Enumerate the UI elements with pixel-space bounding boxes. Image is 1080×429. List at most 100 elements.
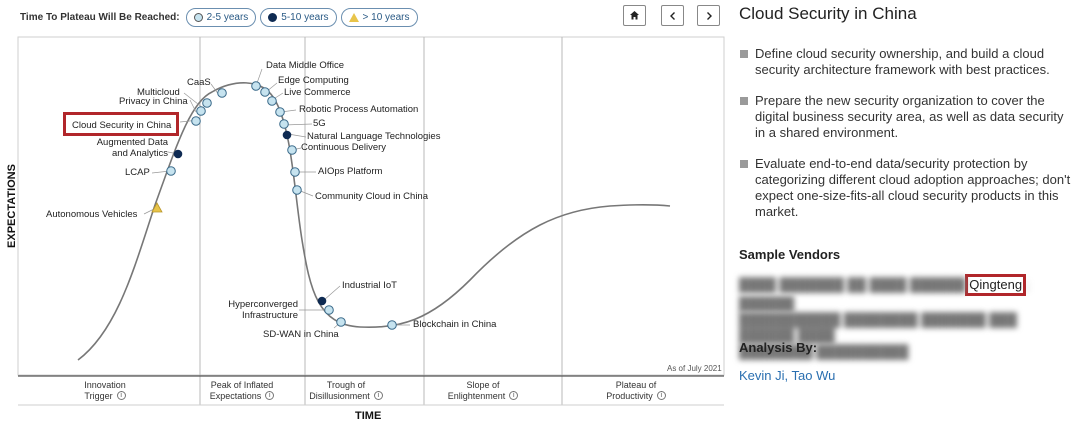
tech-label-sd-wan-in-china[interactable]: SD-WAN in China (263, 329, 339, 340)
phase-plateau-of-productivity[interactable]: Plateau of Productivity i (598, 380, 674, 402)
tech-label-augmented-data-and-analytics[interactable]: Augmented Data and Analytics (96, 137, 168, 159)
bullet-text: Define cloud security ownership, and bui… (755, 46, 1050, 77)
tech-label-caas[interactable]: CaaS (187, 77, 211, 88)
dark-markers (173, 130, 327, 306)
legend-label: 2-5 years (206, 11, 249, 23)
info-icon[interactable]: i (373, 391, 383, 400)
blurred-vendors: ████ ███████ ██ ████ ██████ (739, 277, 966, 292)
chevron-left-icon (669, 11, 675, 20)
blurred-vendors: ████████ ██████████ (739, 344, 909, 359)
vendor-qingteng: Qingteng (965, 274, 1027, 296)
highlight-box-cloud-security (63, 112, 179, 136)
tech-label-aiops-platform[interactable]: AIOps Platform (318, 166, 383, 177)
legend-5-10-years[interactable]: 5-10 years (260, 7, 337, 27)
legend-label: 5-10 years (281, 11, 329, 23)
legend-label: > 10 years (362, 11, 410, 23)
marker-privacy-in-china (196, 106, 206, 116)
marker-5g (279, 119, 289, 129)
marker-cloud-security-in-china (191, 116, 201, 126)
tech-label-live-commerce[interactable]: Live Commerce (284, 87, 351, 98)
info-icon[interactable]: i (265, 391, 275, 400)
bullet-text: Prepare the new security organization to… (755, 93, 1064, 140)
plot-frame (17, 36, 725, 376)
y-axis-label: EXPECTATIONS (6, 164, 18, 248)
phase-label: Trough of Disillusionment (309, 380, 370, 401)
marker-industrial-iot (317, 296, 327, 306)
dark-circle-icon (268, 12, 278, 22)
marker-lcap (166, 166, 176, 176)
info-icon[interactable]: i (509, 391, 519, 400)
home-icon (630, 11, 639, 20)
analyst-links[interactable]: Kevin Ji, Tao Wu (739, 368, 836, 383)
panel-title: Cloud Security in China (739, 4, 917, 23)
light-circle-icon (193, 12, 203, 22)
tech-label-community-cloud-in-china[interactable]: Community Cloud in China (315, 191, 428, 202)
plot-area (17, 36, 725, 406)
phase-peak-of-inflated-expectations[interactable]: Peak of Inflated Expectations i (200, 380, 284, 402)
bullet-square-icon (740, 97, 748, 105)
sample-vendors-heading: Sample Vendors (739, 247, 841, 262)
marker-live-commerce (267, 96, 277, 106)
marker-caas (217, 88, 227, 98)
analysis-by-heading: Analysis By: (739, 340, 818, 355)
bullet-square-icon (740, 160, 748, 168)
tech-label-natural-language-technologies[interactable]: Natural Language Technologies (307, 131, 441, 142)
list-item: Prepare the new security organization to… (739, 93, 1074, 141)
tech-label-cloud-security-in-china[interactable]: Cloud Security in China (72, 120, 172, 131)
tech-label-continuous-delivery[interactable]: Continuous Delivery (301, 142, 387, 153)
bullet-square-icon (740, 50, 748, 58)
tech-label-privacy-in-china[interactable]: Privacy in China (119, 96, 188, 107)
phase-slope-of-enlightenment[interactable]: Slope of Enlightenment i (446, 380, 520, 402)
legend-title: Time To Plateau Will Be Reached: (20, 11, 180, 23)
phase-label: Innovation Trigger (84, 380, 126, 401)
marker-robotic-process-automation (275, 107, 285, 117)
list-item: Define cloud security ownership, and bui… (739, 46, 1074, 78)
chevron-right-icon (706, 11, 712, 20)
x-axis-label: TIME (355, 410, 382, 422)
phase-trough-of-disillusionment[interactable]: Trough of Disillusionment i (306, 380, 386, 402)
tech-label-data-middle-office[interactable]: Data Middle Office (266, 60, 344, 71)
previous-button[interactable] (661, 5, 684, 26)
tech-label-hyperconverged-infrastructure[interactable]: Hyperconverged Infrastructure (228, 299, 298, 321)
marker-edge-computing (260, 87, 270, 97)
bullet-text: Evaluate end-to-end data/security protec… (755, 156, 1071, 219)
marker-blockchain-in-china (387, 320, 397, 330)
tech-label-multicloud[interactable]: Multicloud (137, 87, 180, 98)
legend-over-10-years[interactable]: > 10 years (340, 7, 418, 27)
phase-label: Plateau of Productivity (606, 380, 657, 401)
light-markers (166, 81, 397, 330)
info-icon[interactable]: i (116, 391, 126, 400)
legend-2-5-years[interactable]: 2-5 years (185, 7, 257, 27)
tech-label-blockchain-in-china[interactable]: Blockchain in China (413, 319, 497, 330)
blurred-vendors: ███████████ ████████ ███████ ███ ██████ … (739, 312, 1017, 343)
tech-label-autonomous-vehicles[interactable]: Autonomous Vehicles (46, 209, 138, 220)
tech-label-industrial-iot[interactable]: Industrial IoT (342, 280, 397, 291)
marker-sd-wan-in-china (336, 317, 346, 327)
phase-innovation-trigger[interactable]: Innovation Trigger i (70, 380, 140, 402)
marker-natural-language-technologies (282, 130, 292, 140)
tech-label-edge-computing[interactable]: Edge Computing (278, 75, 349, 86)
marker-hyperconverged-infrastructure (324, 305, 334, 315)
marker-autonomous-vehicles (151, 202, 163, 213)
hype-cycle-curve (77, 82, 671, 361)
marker-aiops-platform (290, 167, 300, 177)
marker-continuous-delivery (287, 145, 297, 155)
marker-multicloud (202, 98, 212, 108)
list-item: Evaluate end-to-end data/security protec… (739, 156, 1074, 220)
triangle-icon (348, 12, 359, 22)
home-button[interactable] (623, 5, 646, 26)
tech-label-robotic-process-automation[interactable]: Robotic Process Automation (299, 104, 419, 115)
recommendation-list: Define cloud security ownership, and bui… (739, 46, 1074, 235)
phase-label: Slope of Enlightenment (447, 380, 506, 401)
tech-label-5g[interactable]: 5G (313, 118, 326, 129)
tech-label-lcap[interactable]: LCAP (125, 167, 150, 178)
as-of-date: As of July 2021 (667, 364, 722, 373)
info-icon[interactable]: i (656, 391, 666, 400)
marker-community-cloud-in-china (292, 185, 302, 195)
phase-label: Peak of Inflated Expectations (209, 380, 274, 401)
marker-data-middle-office (251, 81, 261, 91)
marker-augmented-data-and-analytics (173, 149, 183, 159)
next-button[interactable] (697, 5, 720, 26)
blurred-vendors: ; ██████ (739, 277, 1030, 311)
vendor-list: ████ ███████ ██ ████ ██████ Qingteng; ███… (739, 274, 1069, 360)
